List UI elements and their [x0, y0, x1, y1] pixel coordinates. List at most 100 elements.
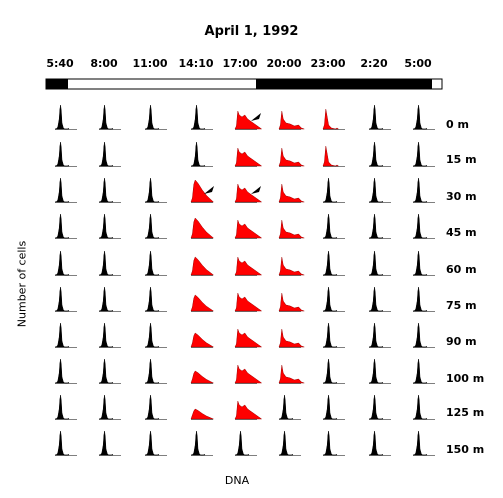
histogram: [322, 358, 338, 384]
histogram-highlighted: [322, 145, 340, 167]
histogram-highlighted: [278, 328, 305, 348]
histogram: [368, 250, 384, 276]
histogram: [412, 177, 428, 203]
histogram: [54, 177, 70, 203]
time-label: 11:00: [132, 57, 168, 70]
arrow-marker: [251, 113, 263, 121]
histogram-highlighted: [234, 400, 263, 420]
histogram-highlighted: [234, 110, 263, 130]
histogram: [54, 430, 70, 456]
histogram-highlighted: [234, 219, 263, 239]
depth-label: 150 m: [446, 443, 485, 456]
histogram: [54, 322, 70, 348]
histogram: [322, 394, 338, 420]
histogram-highlighted: [322, 108, 340, 130]
histogram: [322, 213, 338, 239]
depth-label: 100 m: [446, 372, 485, 385]
time-label: 5:40: [46, 57, 74, 70]
histogram: [98, 141, 114, 167]
histogram: [412, 358, 428, 384]
histogram: [368, 104, 384, 130]
histogram-highlighted: [190, 332, 215, 348]
histogram: [54, 104, 70, 130]
histogram: [54, 213, 70, 239]
time-label: 20:00: [266, 57, 302, 70]
depth-label: 0 m: [446, 118, 469, 131]
x-axis-label: DNA: [224, 474, 250, 487]
histogram: [144, 104, 160, 130]
time-label: 23:00: [310, 57, 346, 70]
histogram: [54, 250, 70, 276]
histogram-highlighted: [190, 408, 214, 420]
histogram-highlighted: [234, 364, 263, 384]
histogram-highlighted: [190, 256, 215, 276]
histogram: [234, 430, 250, 456]
histogram: [98, 250, 114, 276]
histogram: [412, 250, 428, 276]
histogram: [190, 430, 206, 456]
histogram: [368, 213, 384, 239]
histogram: [98, 286, 114, 312]
histogram: [98, 394, 114, 420]
histogram: [144, 322, 160, 348]
histogram: [144, 358, 160, 384]
time-label: 8:00: [90, 57, 118, 70]
histogram: [322, 322, 338, 348]
histogram-highlighted: [234, 183, 263, 203]
histogram: [278, 430, 294, 456]
histogram-highlighted: [278, 110, 305, 130]
histogram-highlighted: [278, 364, 305, 384]
histogram: [412, 104, 428, 130]
histogram: [368, 358, 384, 384]
histogram: [54, 358, 70, 384]
histogram: [368, 430, 384, 456]
depth-label: 15 m: [446, 153, 477, 166]
histogram: [368, 394, 384, 420]
histogram: [54, 141, 70, 167]
histogram: [322, 250, 338, 276]
histogram: [368, 177, 384, 203]
arrow-marker: [251, 186, 263, 194]
histogram: [98, 322, 114, 348]
histogram-highlighted: [190, 217, 215, 239]
histogram-highlighted: [278, 256, 305, 276]
histogram: [54, 394, 70, 420]
depth-label: 90 m: [446, 335, 477, 348]
histogram: [368, 141, 384, 167]
histogram-highlighted: [234, 292, 263, 312]
histogram-highlighted: [190, 294, 215, 312]
arrow-marker: [204, 186, 216, 194]
time-label: 2:20: [360, 57, 388, 70]
histogram: [144, 177, 160, 203]
histogram: [144, 430, 160, 456]
histogram: [412, 213, 428, 239]
histogram: [190, 141, 206, 167]
histogram: [322, 177, 338, 203]
histogram-highlighted: [234, 328, 263, 348]
histogram: [98, 358, 114, 384]
histogram: [412, 430, 428, 456]
histogram: [144, 286, 160, 312]
depth-label: 30 m: [446, 190, 477, 203]
histogram-highlighted: [234, 256, 263, 276]
chart-title: April 1, 1992: [204, 24, 299, 39]
histogram: [368, 322, 384, 348]
histogram-highlighted: [190, 179, 215, 203]
histogram-highlighted: [278, 292, 305, 312]
time-label: 5:00: [404, 57, 432, 70]
histogram: [98, 104, 114, 130]
time-label: 17:00: [222, 57, 258, 70]
dark-period-segment: [256, 79, 432, 89]
histogram: [144, 213, 160, 239]
histogram-highlighted: [278, 147, 305, 167]
depth-label: 45 m: [446, 226, 477, 239]
depth-label: 75 m: [446, 299, 477, 312]
histogram: [278, 394, 294, 420]
histogram: [98, 430, 114, 456]
histogram: [412, 394, 428, 420]
time-label: 14:10: [178, 57, 214, 70]
histogram: [412, 322, 428, 348]
histogram-highlighted: [190, 370, 214, 384]
histogram: [144, 250, 160, 276]
